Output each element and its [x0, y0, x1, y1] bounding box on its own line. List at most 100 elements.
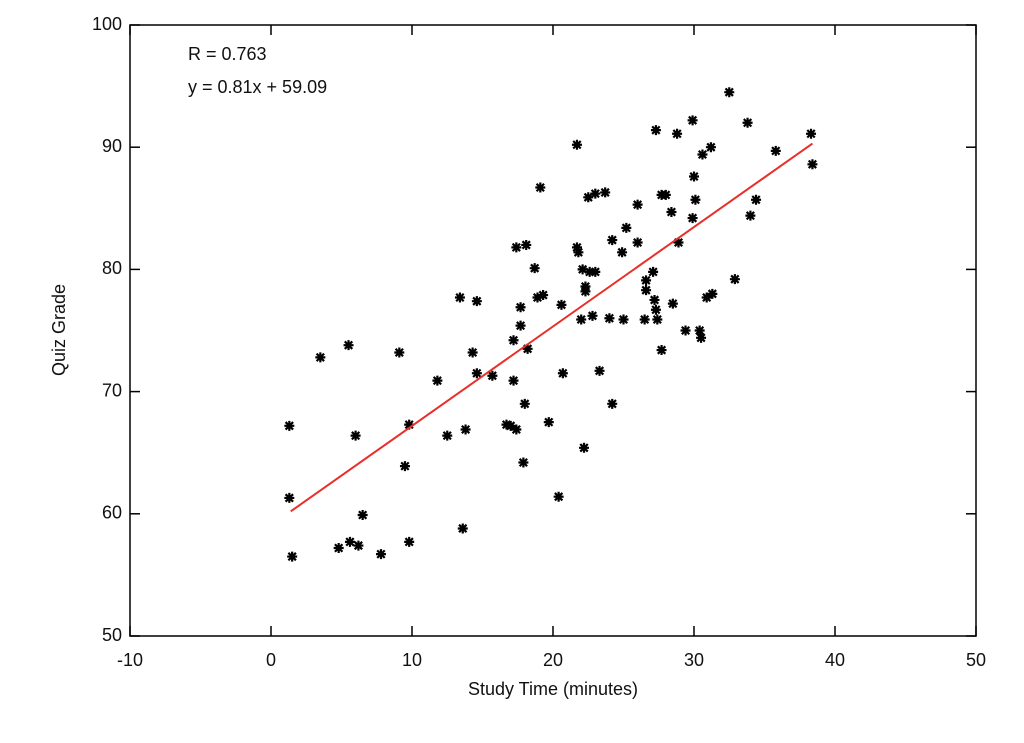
scatter-point — [394, 347, 405, 358]
scatter-point — [672, 128, 683, 139]
y-tick-label: 60 — [102, 503, 122, 523]
scatter-point — [522, 343, 533, 354]
scatter-point — [618, 314, 629, 325]
y-tick-label: 100 — [92, 14, 122, 34]
scatter-point — [751, 194, 762, 205]
scatter-point — [690, 194, 701, 205]
x-tick-label: 20 — [543, 650, 563, 670]
scatter-point — [471, 296, 482, 307]
scatter-point — [442, 430, 453, 441]
x-tick-label: -10 — [117, 650, 143, 670]
y-tick-label: 70 — [102, 380, 122, 400]
scatter-point — [745, 210, 756, 221]
scatter-point — [697, 149, 708, 160]
scatter-point — [557, 368, 568, 379]
scatter-point — [350, 430, 361, 441]
scatter-point — [742, 117, 753, 128]
x-tick-label: 30 — [684, 650, 704, 670]
scatter-point — [457, 523, 468, 534]
y-tick-label: 80 — [102, 258, 122, 278]
scatter-point — [701, 292, 712, 303]
scatter-point — [600, 187, 611, 198]
scatter-point — [648, 266, 659, 277]
scatter-point — [584, 266, 595, 277]
scatter-point — [543, 417, 554, 428]
scatter-point — [641, 275, 652, 286]
scatter-point — [680, 325, 691, 336]
scatter-point — [515, 320, 526, 331]
scatter-point — [650, 304, 661, 315]
scatter-point — [553, 491, 564, 502]
y-axis-label: Quiz Grade — [49, 284, 69, 376]
scatter-point — [694, 325, 705, 336]
fit-line — [290, 142, 814, 513]
scatter-point — [604, 313, 615, 324]
scatter-point — [571, 139, 582, 150]
scatter-point — [432, 375, 443, 386]
scatter-point — [505, 420, 516, 431]
scatter-point — [571, 242, 582, 253]
scatter-point — [607, 235, 618, 246]
scatter-point — [576, 314, 587, 325]
scatter-point — [641, 285, 652, 296]
x-tick-label: 10 — [402, 650, 422, 670]
scatter-point — [404, 536, 415, 547]
scatter-point — [519, 398, 530, 409]
scatter-point — [590, 188, 601, 199]
y-tick-label: 50 — [102, 625, 122, 645]
scatter-point — [404, 419, 415, 430]
annotation: R = 0.763 — [188, 44, 267, 64]
scatter-point — [705, 142, 716, 153]
scatter-point — [594, 365, 605, 376]
scatter-point — [471, 368, 482, 379]
scatter-point — [807, 159, 818, 170]
scatter-point — [535, 182, 546, 193]
scatter-point — [696, 332, 707, 343]
scatter-point — [460, 424, 471, 435]
scatter-point — [650, 125, 661, 136]
scatter-point — [649, 294, 660, 305]
scatter-point — [399, 461, 410, 472]
scatter-point — [656, 345, 667, 356]
scatter-point — [532, 292, 543, 303]
scatter-point — [577, 264, 588, 275]
scatter-point — [687, 115, 698, 126]
scatter-point — [590, 266, 601, 277]
scatter-point — [666, 206, 677, 217]
scatter-point — [632, 237, 643, 248]
scatter-point — [511, 424, 522, 435]
scatter-point — [284, 492, 295, 503]
scatter-point — [689, 171, 699, 182]
x-tick-label: 0 — [266, 650, 276, 670]
scatter-point — [501, 419, 512, 430]
scatter-point — [579, 442, 590, 453]
scatter-point — [632, 199, 643, 210]
scatter-point — [515, 302, 526, 313]
scatter-point — [573, 247, 584, 258]
scatter-point — [375, 549, 386, 560]
scatter-point — [344, 536, 355, 547]
scatter-point — [707, 288, 718, 299]
scatter-point — [454, 292, 465, 303]
x-tick-label: 40 — [825, 650, 845, 670]
scatter-point — [587, 310, 598, 321]
plot-frame — [129, 24, 977, 637]
scatter-point — [508, 335, 519, 346]
scatter-point — [518, 457, 529, 468]
scatter-point — [508, 375, 519, 386]
scatter-point — [333, 543, 344, 554]
scatter-point — [660, 189, 671, 200]
scatter-point — [687, 213, 698, 224]
scatter-point — [806, 128, 817, 139]
scatter-point — [343, 340, 354, 351]
scatter-point — [287, 551, 298, 562]
scatter-point — [556, 299, 567, 310]
scatter-point — [315, 352, 326, 363]
scatter-point — [580, 286, 591, 297]
scatter-point — [511, 242, 522, 253]
scatter-point — [667, 298, 678, 309]
scatter-point — [284, 420, 295, 431]
scatter-point — [357, 510, 368, 521]
scatter-point — [529, 263, 540, 274]
